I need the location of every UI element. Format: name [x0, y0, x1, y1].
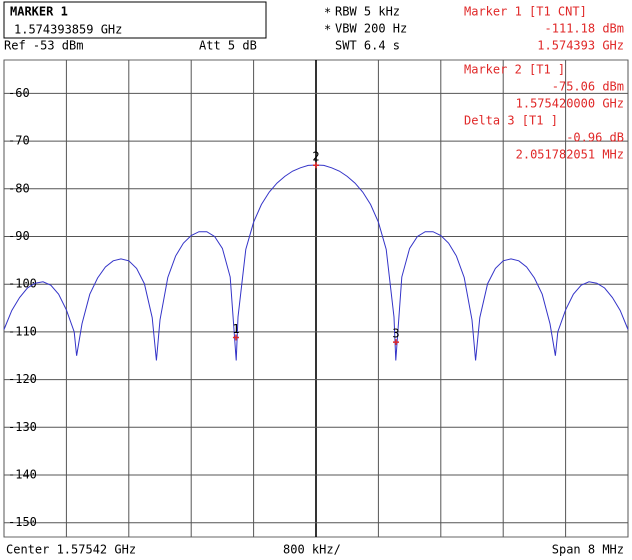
marker-tag: 1: [232, 322, 239, 336]
center-frequency: Center 1.57542 GHz: [6, 543, 136, 557]
delta-frequency: 2.051782051 MHz: [516, 148, 624, 162]
y-tick-label: -90: [8, 229, 30, 243]
delta-value: -0.96 dB: [566, 131, 624, 145]
marker-box-value: 1.574393859 GHz: [14, 23, 122, 37]
marker-box: [3, 1, 267, 39]
setting: RBW 5 kHz: [335, 5, 400, 19]
y-tick-label: -60: [8, 86, 30, 100]
setting: SWT 6.4 s: [335, 39, 400, 53]
marker-frequency: 1.574393 GHz: [537, 39, 624, 53]
y-tick-label: -120: [8, 372, 37, 386]
marker-frequency: 1.575420000 GHz: [516, 97, 624, 111]
y-tick-label: -110: [8, 324, 37, 338]
marker-point: [313, 162, 319, 169]
setting: VBW 200 Hz: [335, 22, 407, 36]
marker-tag: 2: [312, 150, 319, 164]
marker-label: Marker 2 [T1 ]: [464, 63, 565, 77]
marker-box-title: MARKER 1: [10, 5, 68, 19]
marker-value: -111.18 dBm: [545, 22, 624, 36]
span: Span 8 MHz: [552, 543, 624, 557]
delta-label: Delta 3 [T1 ]: [464, 114, 558, 128]
y-tick-label: -140: [8, 467, 37, 481]
y-tick-label: -130: [8, 420, 37, 434]
division: 800 kHz/: [283, 543, 341, 557]
attenuation: Att 5 dB: [199, 39, 257, 53]
y-tick-label: -100: [8, 277, 37, 291]
marker-label: Marker 1 [T1 CNT]: [464, 5, 587, 19]
marker-tag: 3: [392, 327, 399, 341]
marker-point: [393, 339, 399, 346]
setting-flag: *: [324, 23, 331, 37]
y-tick-label: -150: [8, 515, 37, 529]
marker-value: -75.06 dBm: [552, 80, 624, 94]
y-tick-label: -80: [8, 181, 30, 195]
y-tick-label: -70: [8, 134, 30, 148]
marker-point: [232, 334, 239, 341]
setting-flag: *: [324, 6, 331, 20]
ref-level: Ref -53 dBm: [4, 39, 83, 53]
